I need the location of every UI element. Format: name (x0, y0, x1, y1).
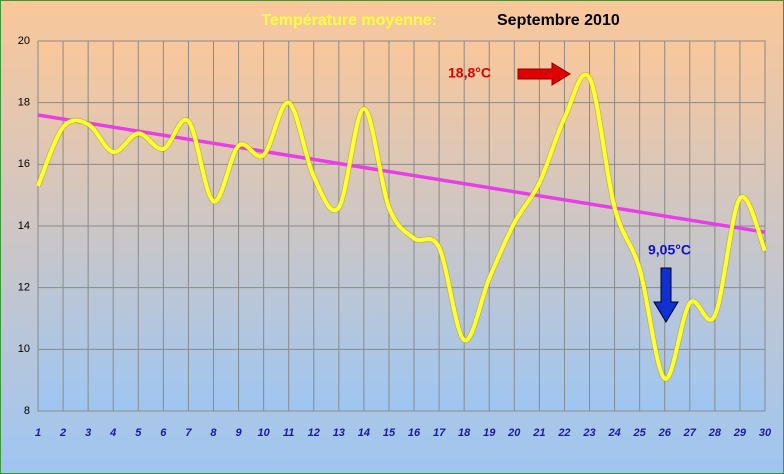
chart-subtitle: Septembre 2010 (497, 12, 620, 29)
arrow (653, 267, 679, 323)
x-tick-label: 25 (633, 427, 647, 439)
x-tick-label: 12 (308, 427, 320, 439)
arrow (517, 62, 571, 86)
x-tick-label: 22 (557, 427, 570, 439)
y-tick-label: 12 (18, 282, 30, 294)
x-tick-label: 24 (607, 427, 620, 439)
x-tick-label: 7 (185, 427, 192, 439)
y-tick-label: 14 (18, 220, 30, 232)
x-tick-label: 19 (483, 427, 496, 439)
y-tick-label: 18 (18, 97, 30, 109)
x-tick-label: 1 (35, 427, 41, 439)
trend-line (37, 113, 766, 234)
line-series (36, 72, 767, 381)
x-tick-label: 15 (383, 427, 396, 439)
x-tick-label: 10 (257, 427, 270, 439)
y-tick-label: 10 (18, 343, 30, 355)
x-tick-label: 9 (235, 427, 242, 439)
chart-title: Température moyenne: (261, 12, 437, 29)
x-tick-label: 29 (733, 427, 747, 439)
x-tick-label: 20 (507, 427, 521, 439)
x-tick-label: 2 (59, 427, 66, 439)
x-tick-label: 8 (210, 427, 217, 439)
y-tick-label: 8 (24, 405, 30, 417)
x-tick-label: 27 (683, 427, 697, 439)
y-tick-label: 20 (18, 35, 30, 47)
annotation: 18,8°C (448, 65, 491, 81)
x-tick-label: 18 (458, 427, 471, 439)
y-tick-label: 16 (18, 158, 30, 170)
x-tick-label: 4 (109, 427, 116, 439)
x-tick-label: 11 (283, 427, 294, 439)
annotation: 9,05°C (648, 242, 691, 258)
x-tick-label: 14 (358, 427, 370, 439)
x-tick-label: 28 (708, 427, 722, 439)
x-tick-label: 3 (85, 427, 91, 439)
x-tick-label: 26 (658, 427, 672, 439)
x-tick-label: 13 (333, 427, 345, 439)
x-tick-label: 16 (408, 427, 421, 439)
x-tick-label: 23 (582, 427, 595, 439)
x-tick-label: 5 (135, 427, 142, 439)
x-tick-label: 21 (532, 427, 545, 439)
x-tick-label: 30 (759, 427, 772, 439)
x-tick-label: 6 (160, 427, 167, 439)
x-tick-label: 17 (433, 427, 446, 439)
